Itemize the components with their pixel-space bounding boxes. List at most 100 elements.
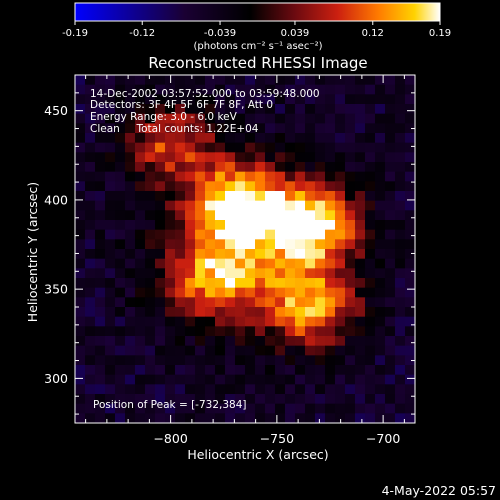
heatmap-cell	[275, 336, 286, 347]
heatmap-cell	[325, 336, 336, 347]
heatmap-cell	[135, 162, 146, 173]
heatmap-cell	[375, 355, 386, 366]
heatmap-cell	[125, 394, 136, 405]
heatmap-cell	[115, 104, 126, 115]
heatmap-cell	[395, 191, 406, 202]
heatmap-cell	[395, 336, 406, 347]
heatmap-cell	[115, 152, 126, 163]
heatmap-cell	[325, 191, 336, 202]
heatmap-cell	[165, 239, 176, 250]
heatmap-cell	[305, 191, 316, 202]
heatmap-cell	[405, 307, 416, 318]
heatmap-cell	[255, 258, 266, 269]
heatmap-cell	[275, 403, 286, 414]
heatmap-cell	[345, 220, 356, 231]
heatmap-cell	[115, 365, 126, 376]
heatmap-cell	[315, 403, 326, 414]
heatmap-cell	[285, 181, 296, 192]
heatmap-cell	[85, 113, 96, 124]
heatmap-cell	[95, 394, 106, 405]
heatmap-cell	[175, 75, 186, 86]
heatmap-cell	[175, 171, 186, 182]
x-tick-label: −700	[366, 431, 400, 446]
heatmap-cell	[165, 94, 176, 105]
heatmap-cell	[405, 229, 416, 240]
heatmap-cell	[375, 336, 386, 347]
heatmap-cell	[245, 142, 256, 153]
heatmap-cell	[175, 123, 186, 134]
heatmap-cell	[175, 249, 186, 260]
heatmap-cell	[145, 384, 156, 395]
heatmap-cell	[375, 123, 386, 134]
heatmap-cell	[345, 365, 356, 376]
heatmap-cell	[325, 239, 336, 250]
heatmap-cell	[145, 142, 156, 153]
heatmap-cell	[235, 307, 246, 318]
heatmap-cell	[375, 191, 386, 202]
heatmap-cell	[335, 113, 346, 124]
heatmap-cell	[105, 403, 116, 414]
heatmap-cell	[355, 171, 366, 182]
heatmap-cell	[105, 181, 116, 192]
plot-frame	[74, 74, 416, 424]
heatmap-cell	[235, 113, 246, 124]
heatmap-cell	[75, 104, 86, 115]
heatmap-cell	[265, 181, 276, 192]
heatmap-cell	[335, 191, 346, 202]
heatmap-cell	[75, 345, 86, 356]
heatmap-cell	[185, 384, 196, 395]
heatmap-cell	[75, 239, 86, 250]
heatmap-cell	[135, 191, 146, 202]
heatmap-cell	[155, 268, 166, 279]
heatmap-cell	[315, 345, 326, 356]
heatmap-cell	[265, 249, 276, 260]
heatmap-cell	[285, 297, 296, 308]
heatmap-cell	[365, 210, 376, 221]
heatmap-cell	[375, 210, 386, 221]
colorbar-ticks: -0.19 -0.12 -0.039 0.039 0.12 0.19	[62, 21, 451, 39]
heatmap-cell	[265, 355, 276, 366]
heatmap-cell	[365, 403, 376, 414]
heatmap-cell	[235, 374, 246, 385]
heatmap-cell	[165, 104, 176, 115]
heatmap-cell	[75, 307, 86, 318]
heatmap-cell	[335, 326, 346, 337]
heatmap-cell	[155, 75, 166, 86]
heatmap-cell	[275, 191, 286, 202]
heatmap-cell	[85, 75, 96, 86]
heatmap-cell	[95, 171, 106, 182]
heatmap-cell	[255, 413, 266, 424]
heatmap-cell	[195, 249, 206, 260]
heatmap-cell	[345, 191, 356, 202]
heatmap-cell	[205, 239, 216, 250]
heatmap-cell	[355, 181, 366, 192]
heatmap-cell	[125, 249, 136, 260]
heatmap-cell	[145, 200, 156, 211]
heatmap-cell	[135, 413, 146, 424]
heatmap-cell	[275, 394, 286, 405]
heatmap-cell	[355, 94, 366, 105]
heatmap-cell	[265, 210, 276, 221]
heatmap-cell	[235, 133, 246, 144]
heatmap-cell	[335, 316, 346, 327]
heatmap-cell	[195, 75, 206, 86]
heatmap-cell	[405, 384, 416, 395]
heatmap-cell	[205, 181, 216, 192]
heatmap-cell	[195, 210, 206, 221]
heatmap-cell	[245, 268, 256, 279]
heatmap-cell	[85, 181, 96, 192]
heatmap-cell	[155, 258, 166, 269]
heatmap-cell	[105, 152, 116, 163]
heatmap-cell	[235, 75, 246, 86]
heatmap-cell	[245, 75, 256, 86]
heatmap-cell	[105, 355, 116, 366]
heatmap-cell	[265, 307, 276, 318]
heatmap-cell	[265, 152, 276, 163]
heatmap-cell	[195, 394, 206, 405]
heatmap-cell	[395, 413, 406, 424]
heatmap-cell	[115, 75, 126, 86]
heatmap-cell	[355, 162, 366, 173]
heatmap-cell	[395, 287, 406, 298]
heatmap-cell	[385, 365, 396, 376]
heatmap-cell	[285, 384, 296, 395]
